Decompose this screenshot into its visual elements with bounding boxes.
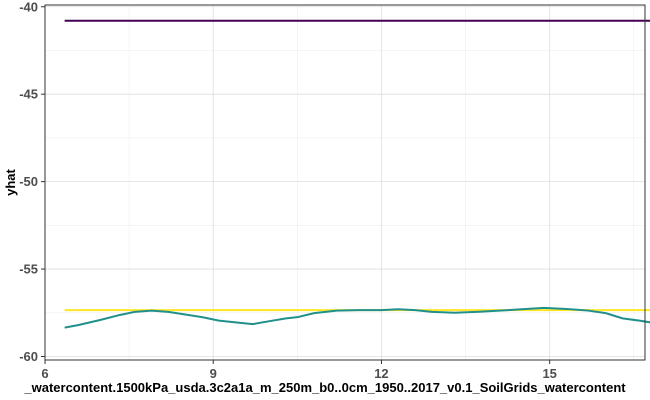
x-tick-label: 9 [210,366,217,381]
y-tick-label: -55 [19,262,38,277]
plot-border [44,4,646,361]
x-tick-label: 15 [542,366,556,381]
plot-panel [45,5,645,360]
x-axis-title: _watercontent.1500kPa_usda.3c2a1a_m_250m… [23,380,626,395]
series-layer [64,19,650,329]
x-tick-label: 12 [374,366,388,381]
x-axis: 6 9 12 15 [41,360,557,381]
y-tick-label: -50 [19,174,38,189]
grid-major [44,5,645,360]
x-tick-label: 6 [41,366,48,381]
y-tick-label: -45 [19,87,38,102]
series-line-3 [64,306,650,329]
y-axis-title: yhat [3,168,18,195]
y-tick-label: -60 [19,349,38,364]
grid-minor [45,5,645,360]
y-axis: -60 -55 -50 -45 -40 [19,0,45,364]
y-tick-label: -40 [19,0,38,14]
